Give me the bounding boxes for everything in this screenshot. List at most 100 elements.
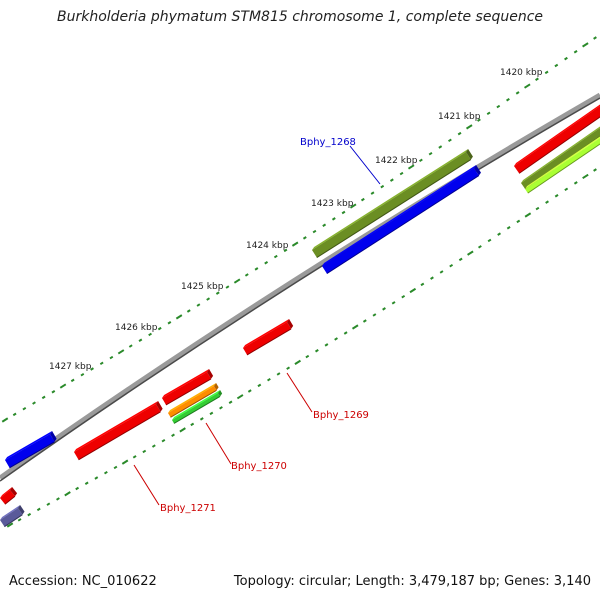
ruler-tick: [190, 422, 195, 427]
ruler-tick: [103, 470, 108, 475]
ruler-tick: [99, 361, 104, 366]
ruler-tick: [90, 367, 94, 371]
ruler-tick: [478, 245, 482, 249]
ruler-tick: [341, 210, 346, 215]
ruler-tick: [1, 417, 9, 423]
feature-bar-bphy-1271[interactable]: [74, 401, 163, 461]
gene-features: [0, 103, 600, 528]
gene-label-bphy-1268[interactable]: Bphy_1268: [300, 137, 356, 148]
feature-bar-bphy-1270[interactable]: [162, 369, 214, 406]
ruler-tick: [593, 36, 597, 40]
ruler-tick: [254, 267, 259, 271]
ruler-tick: [593, 168, 597, 172]
ruler-tick: [138, 338, 143, 342]
feature-bar-slate-left-edge[interactable]: [0, 505, 25, 528]
feature-bar-blue-left[interactable]: [5, 431, 57, 469]
ruler-tick: [84, 481, 89, 485]
ruler-tick: [157, 326, 162, 331]
ruler-tick: [428, 151, 433, 156]
ruler-label-1427: 1427 kbp: [49, 362, 92, 372]
ruler-tick: [343, 331, 348, 335]
ruler-tick: [32, 401, 36, 405]
ruler-tick: [430, 276, 434, 280]
leader-line-bphy-1269: [286, 372, 313, 413]
ruler-tick: [209, 411, 214, 416]
ruler-tick: [324, 343, 329, 347]
ruler-tick: [351, 324, 359, 330]
ruler-label-1424: 1424 kbp: [246, 241, 289, 251]
ruler-tick: [179, 427, 186, 433]
feature-bar-bphy-1268[interactable]: [322, 165, 481, 274]
feature-bar-red-left-edge[interactable]: [0, 487, 18, 505]
ruler-tick: [524, 83, 531, 89]
ruler-tick: [448, 138, 452, 143]
feature-bar-red-right[interactable]: [514, 103, 600, 174]
ruler-tick: [283, 248, 288, 253]
feature-bar-lime-right[interactable]: [525, 135, 600, 194]
ruler-label-1422: 1422 kbp: [375, 156, 418, 166]
ruler-tick: [458, 257, 463, 262]
ruler-label-1421: 1421 kbp: [438, 112, 481, 122]
ruler-tick: [370, 191, 375, 195]
ruler-tick: [506, 98, 510, 102]
ruler-label-1420: 1420 kbp: [500, 68, 543, 78]
ruler-tick: [467, 250, 474, 256]
ruler-tick: [564, 187, 569, 192]
ruler-tick: [12, 412, 17, 417]
ruler-tick: [497, 232, 502, 236]
ruler-tick: [151, 444, 156, 448]
ruler-tick: [196, 303, 201, 307]
ruler-tick: [291, 241, 299, 247]
ruler-tick: [349, 203, 357, 209]
gene-label-bphy-1270[interactable]: Bphy_1270: [231, 461, 287, 472]
ruler-tick: [305, 354, 310, 359]
ruler-tick: [334, 337, 338, 341]
ruler-tick: [17, 518, 22, 522]
leader-line-bphy-1268: [349, 145, 381, 185]
map-title: Burkholderia phymatum STM815 chromosome …: [56, 9, 543, 25]
ruler-tick: [506, 226, 511, 230]
ruler-tick: [70, 378, 75, 383]
leader-line-bphy-1270: [205, 422, 232, 465]
leader-line-bphy-1271: [133, 464, 160, 506]
ruler-tick: [449, 263, 454, 268]
ruler-tick: [56, 497, 60, 501]
ruler-tick: [302, 236, 307, 240]
ruler-tick: [206, 297, 211, 301]
ruler-tick: [264, 261, 269, 265]
ruler-tick: [457, 131, 462, 136]
feature-bar-orange-1270[interactable]: [168, 383, 219, 418]
ruler-tick: [382, 307, 386, 311]
ruler-tick: [6, 522, 14, 528]
ruler-tick: [219, 406, 223, 410]
ruler-tick: [331, 217, 336, 221]
ruler-tick: [582, 42, 589, 48]
ruler-tick: [244, 273, 249, 277]
ruler-ticks: [1, 36, 597, 528]
ruler-tick: [312, 229, 317, 234]
ruler-label-1423: 1423 kbp: [311, 199, 354, 209]
feature-bar-olive-1268-region[interactable]: [312, 149, 473, 259]
ruler-tick: [75, 486, 80, 491]
ruler-tick: [46, 502, 51, 506]
chromosome-backbone: [0, 92, 600, 481]
ruler-tick: [554, 63, 559, 68]
ruler-tick: [257, 383, 262, 388]
feature-bar-green-1270[interactable]: [172, 390, 223, 424]
ruler-tick: [407, 164, 415, 170]
ruler-tick: [273, 254, 278, 259]
ruler-tick: [544, 70, 549, 75]
ruler-tick: [573, 50, 578, 54]
gene-label-bphy-1271[interactable]: Bphy_1271: [160, 503, 216, 514]
ruler-tick: [372, 313, 377, 317]
ruler-tick: [233, 278, 241, 284]
ruler-tick: [121, 459, 129, 465]
ruler-tick: [225, 285, 230, 289]
feature-bar-bphy-1269[interactable]: [243, 319, 294, 356]
gene-label-bphy-1269[interactable]: Bphy_1269: [313, 410, 369, 421]
ruler-tick: [516, 219, 521, 224]
ruler-tick: [117, 349, 125, 355]
ruler-tick: [418, 158, 423, 163]
ruler-tick: [438, 145, 443, 149]
